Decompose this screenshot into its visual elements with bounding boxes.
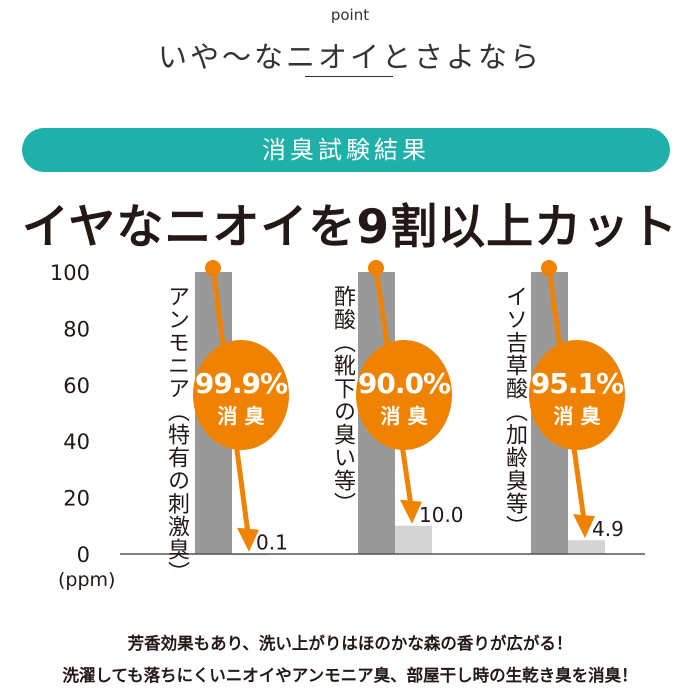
bar-after xyxy=(568,540,605,554)
reduction-caption: 消 臭 xyxy=(554,404,601,428)
after-value-label: 0.1 xyxy=(256,531,288,555)
footer-line-1: 芳香効果もあり、洗い上がりはほのかな森の香りが広がる！ xyxy=(127,634,573,653)
footer-line-2: 洗濯しても落ちにくいニオイやアンモニア臭、部屋干し時の生乾き臭を消臭！ xyxy=(62,666,638,685)
start-dot xyxy=(205,260,221,276)
after-value-label: 4.9 xyxy=(592,517,624,541)
headline: イヤなニオイを9割以上カット xyxy=(21,200,679,255)
y-tick-label: 0 xyxy=(77,543,90,567)
reduction-arrow-head xyxy=(573,514,595,539)
reduction-badge xyxy=(356,340,452,450)
y-tick-label: 80 xyxy=(63,317,90,341)
category-label: イソ吉草酸（加齢臭等） xyxy=(502,285,527,538)
reduction-arrow-head xyxy=(237,527,259,552)
reduction-caption: 消 臭 xyxy=(218,404,265,428)
start-dot xyxy=(368,260,384,276)
point-label: point xyxy=(330,6,370,24)
reduction-caption: 消 臭 xyxy=(381,404,428,428)
test-results-banner: 消臭試験結果 xyxy=(22,128,670,172)
bar-after xyxy=(395,525,432,554)
y-tick-label: 20 xyxy=(63,487,90,511)
title-underline xyxy=(305,76,393,77)
reduction-arrow-head xyxy=(400,499,422,524)
category-label: 酢酸（靴下の臭い等） xyxy=(330,285,355,515)
reduction-percent: 99.9% xyxy=(195,367,288,400)
y-tick-label: 40 xyxy=(63,430,90,454)
section-title: いや〜なニオイとさよなら xyxy=(157,40,542,74)
y-tick-label: 100 xyxy=(50,261,90,285)
reduction-percent: 95.1% xyxy=(531,367,624,400)
category-label: アンモニア（特有の刺激臭） xyxy=(164,285,189,584)
y-axis-unit: (ppm) xyxy=(58,569,115,591)
reduction-badge xyxy=(529,340,625,450)
after-value-label: 10.0 xyxy=(419,503,464,527)
reduction-badge xyxy=(193,340,289,450)
reduction-percent: 90.0% xyxy=(358,367,451,400)
start-dot xyxy=(541,260,557,276)
y-tick-label: 60 xyxy=(63,374,90,398)
